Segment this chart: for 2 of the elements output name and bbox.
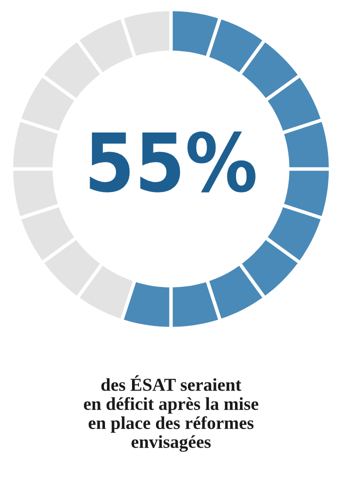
text: des ÉSAT seraient en déficit après la mise en place des réformes envisagées xyxy=(84,375,258,452)
data-label: 55% xyxy=(90,131,256,192)
